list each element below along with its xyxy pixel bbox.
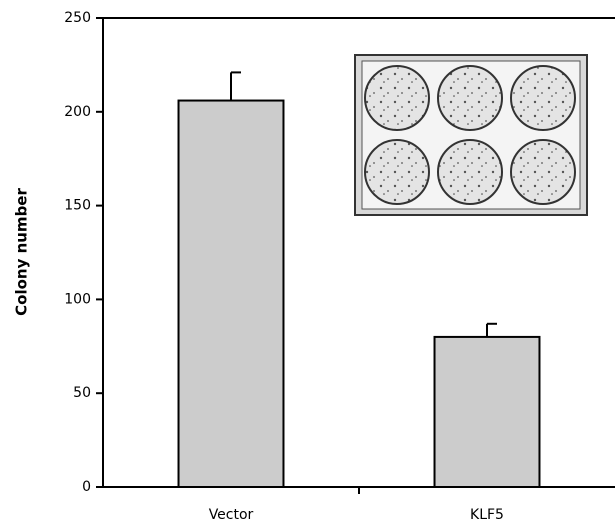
y-axis-label: Colony number <box>13 188 31 316</box>
y-tick-label: 0 <box>82 479 91 495</box>
x-tick-label: Vector <box>209 507 254 523</box>
y-tick-label: 250 <box>64 10 91 26</box>
y-tick-label: 100 <box>64 291 91 307</box>
y-tick-label: 150 <box>64 198 91 214</box>
y-tick-label: 50 <box>73 385 91 401</box>
bar <box>433 335 541 489</box>
inset-image <box>354 54 588 216</box>
x-tick-label: KLF5 <box>470 507 504 523</box>
y-tick-label: 200 <box>64 104 91 120</box>
bar <box>177 99 285 488</box>
